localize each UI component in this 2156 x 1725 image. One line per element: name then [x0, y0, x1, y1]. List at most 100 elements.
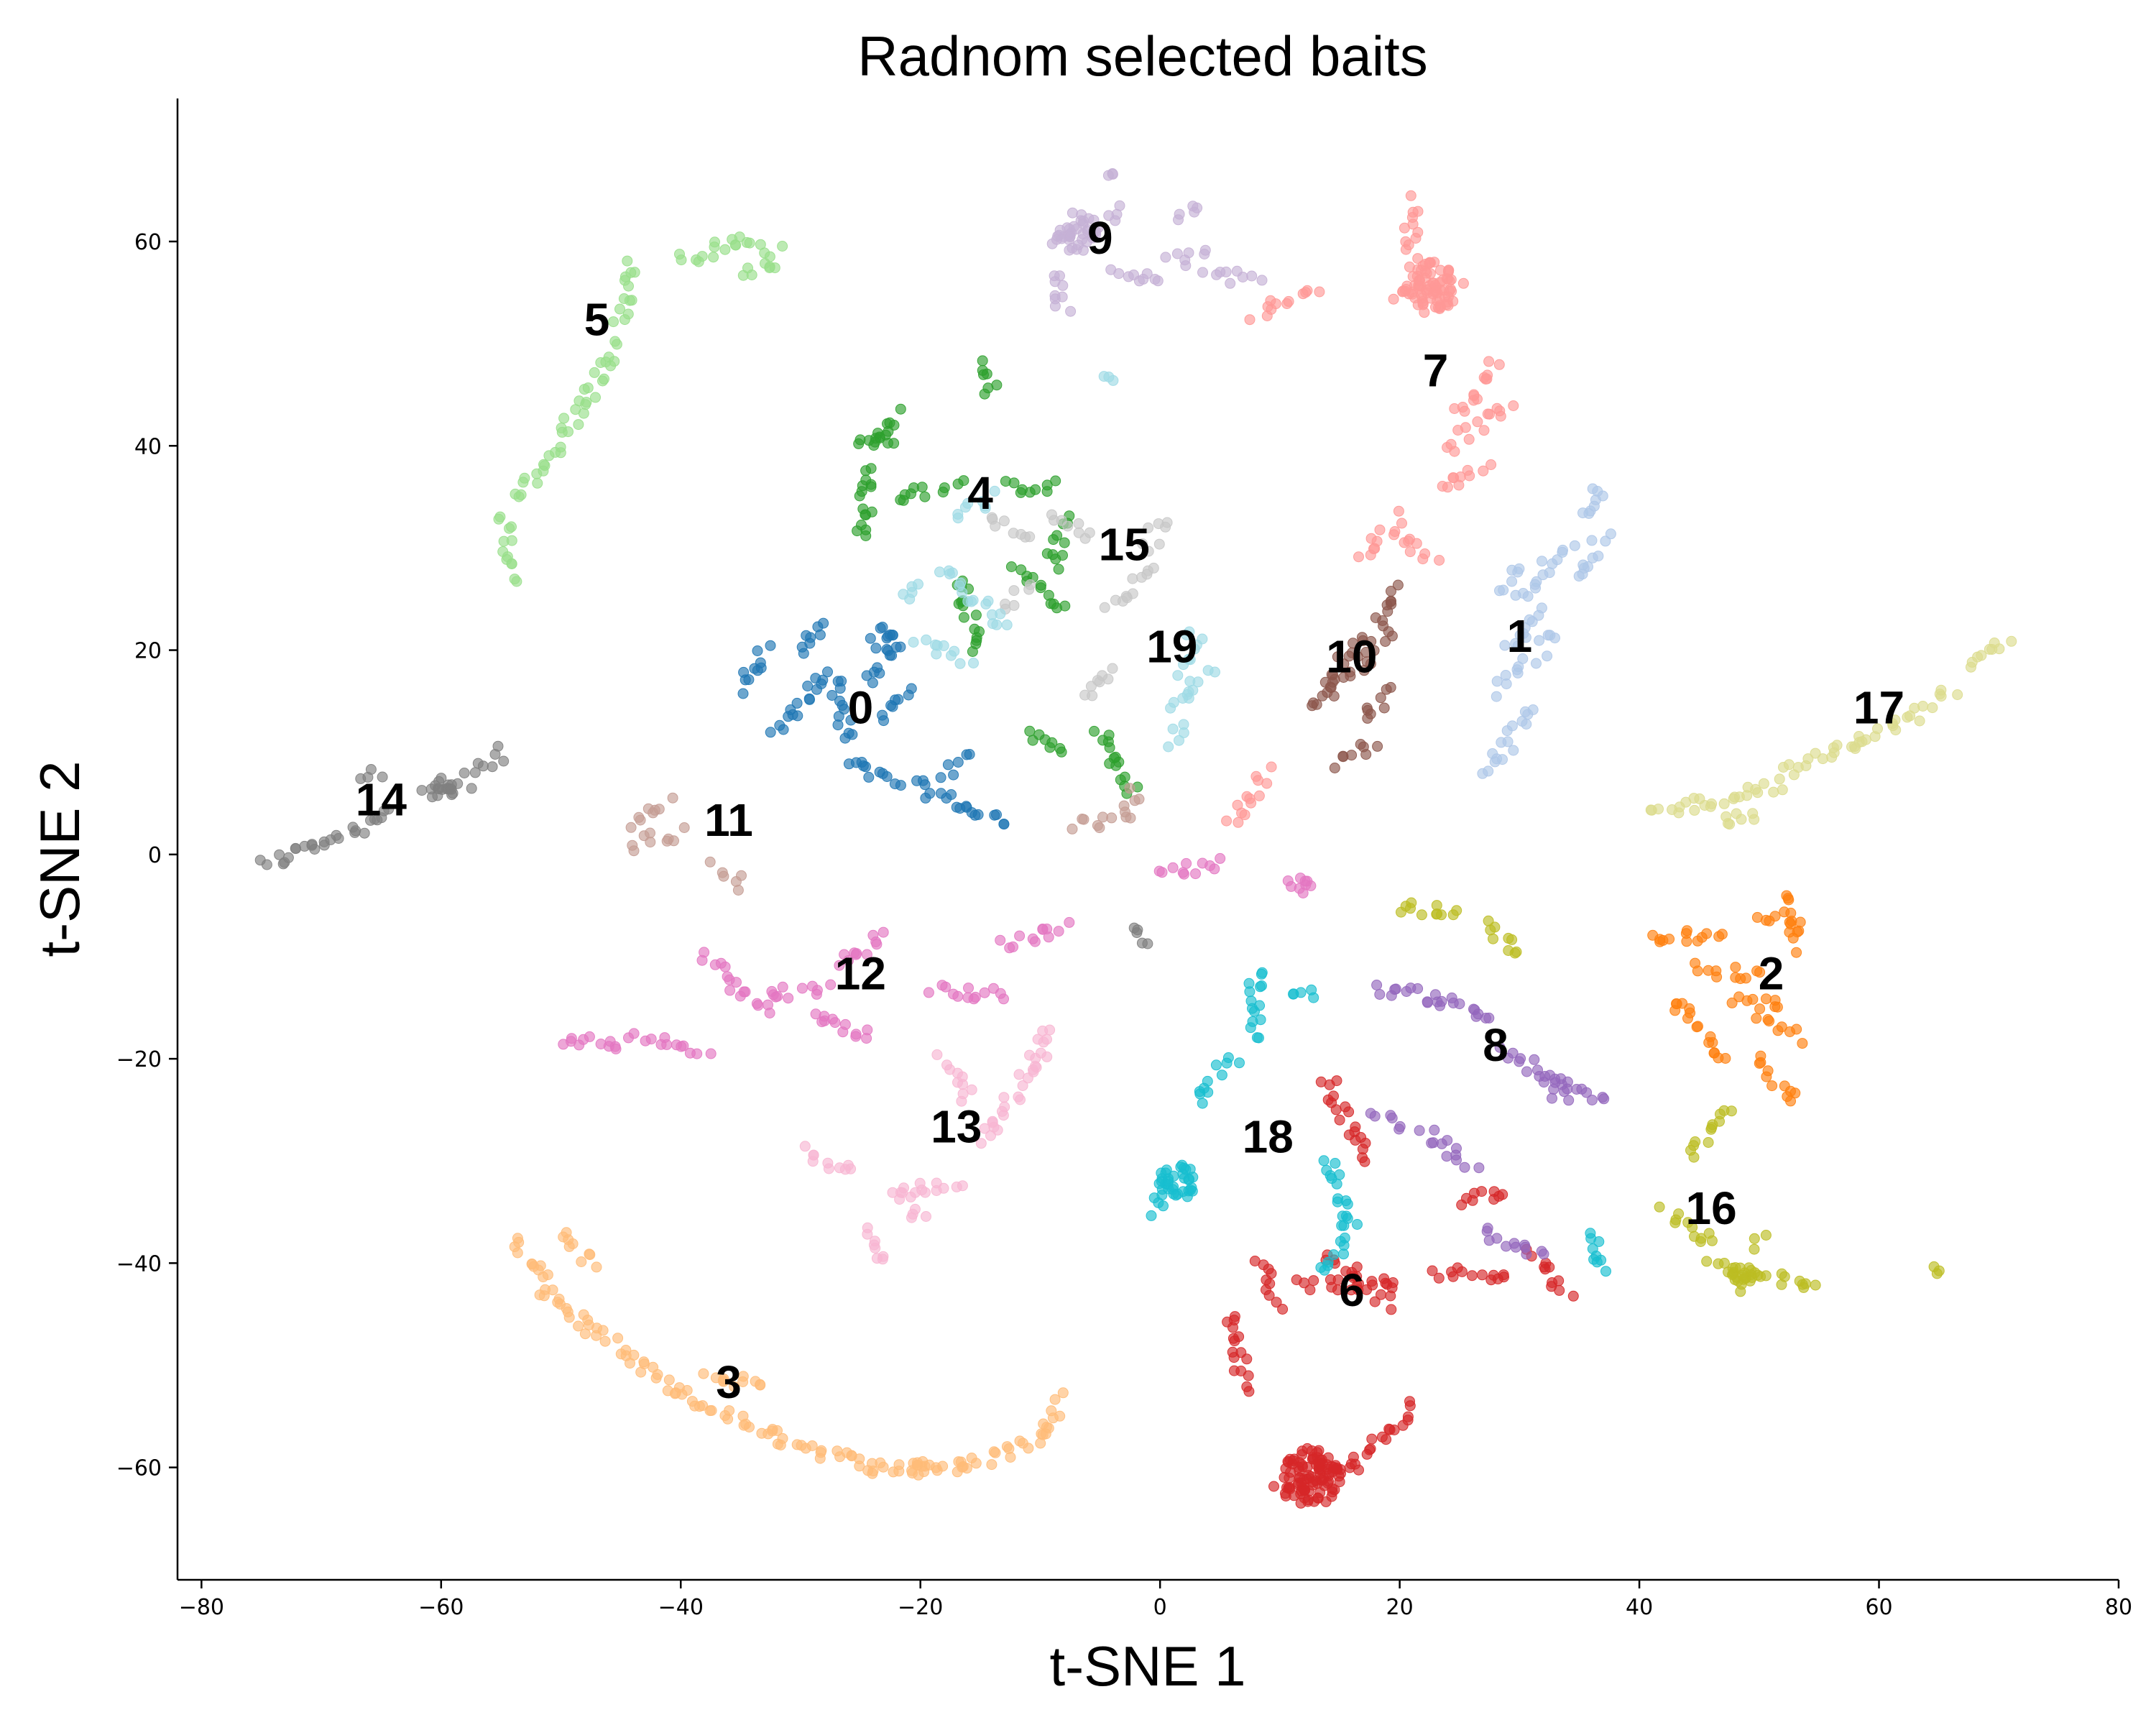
cluster-12-point-75 — [995, 934, 1006, 946]
cluster-6-point-57 — [1235, 1366, 1247, 1376]
cluster-0-point-40 — [837, 699, 848, 711]
cluster-9-point-13 — [1056, 291, 1068, 303]
cluster-1-point-73 — [1512, 566, 1524, 578]
cluster-7-point-66 — [1411, 538, 1422, 549]
cluster-18-point-35 — [1330, 1158, 1341, 1169]
cluster-9-point-10 — [1057, 280, 1069, 291]
cluster-6-point-blob-86 — [1280, 1491, 1291, 1501]
cluster-6-point-93 — [1324, 1079, 1335, 1090]
cluster-7-point-blob-56 — [1443, 265, 1455, 276]
cluster-16-point-26 — [1776, 1279, 1787, 1290]
cluster-0-point-20 — [802, 681, 814, 691]
cluster-4-point-53 — [970, 610, 982, 621]
cluster-7-point-31 — [1478, 425, 1490, 436]
cluster-5-point-75 — [730, 239, 742, 251]
cluster-2-point-24 — [1726, 997, 1738, 1008]
cluster-8-point-44 — [1562, 1083, 1573, 1095]
cluster-18-point-63 — [1295, 987, 1307, 998]
cluster-0-point-9 — [765, 640, 776, 651]
cluster-2-point-40 — [1797, 1038, 1808, 1049]
cluster-6-point-88 — [1402, 1414, 1414, 1426]
cluster-1-point-5 — [1487, 748, 1498, 759]
cluster-19-point-8 — [1192, 676, 1204, 688]
cluster-9-point-37 — [1256, 275, 1268, 286]
cluster-9-point-blob-23 — [1064, 224, 1075, 235]
cluster-3-point-126 — [1046, 1405, 1057, 1417]
cluster-16-point-2 — [1673, 1208, 1685, 1220]
cluster-12-point-92 — [829, 1017, 841, 1029]
cluster-7-point-12 — [1412, 253, 1424, 264]
cluster-3-point-84 — [854, 1460, 865, 1472]
cluster-label-2: 2 — [1759, 947, 1784, 999]
cluster-11-point-11 — [645, 837, 656, 848]
cluster-11-point-17 — [704, 856, 716, 868]
cluster-8-point-47 — [1586, 1095, 1598, 1105]
cluster-label-18: 18 — [1243, 1111, 1294, 1163]
cluster-18-point-65 — [1308, 992, 1319, 1003]
cluster-4-point-blob-5 — [875, 432, 885, 443]
cluster-1-point-16 — [1491, 691, 1502, 702]
cluster-13-point-3 — [834, 1162, 845, 1174]
cluster-18-point-blob-17 — [1156, 1167, 1167, 1179]
cluster-6-point-75 — [1353, 1464, 1364, 1476]
cluster-17-point-7 — [1689, 804, 1700, 816]
cluster-8-point-80 — [1538, 1248, 1549, 1260]
cluster-10-point-47 — [1319, 676, 1331, 688]
cluster-label-6: 6 — [1339, 1264, 1365, 1316]
cluster-0-point-97 — [942, 759, 954, 770]
cluster-17-point-71 — [1723, 818, 1733, 829]
cluster-13-point-5 — [822, 1157, 834, 1169]
cluster-6-point-blob-82 — [1333, 1471, 1345, 1482]
cluster-17-point-67 — [1994, 643, 2005, 655]
cluster-5-point-37 — [590, 392, 601, 403]
cluster-8-point-54 — [1386, 1113, 1398, 1123]
cluster-5-point-71 — [719, 244, 731, 255]
cluster-7-point-18 — [1412, 226, 1424, 238]
cluster-9-point-44 — [1138, 273, 1149, 285]
cluster-6-point-47 — [1227, 1322, 1238, 1333]
cluster-11-point-15 — [661, 835, 673, 847]
cluster-1-point-74 — [1542, 650, 1553, 662]
cluster-10-point-55 — [1378, 702, 1390, 714]
cluster-12-point-103 — [1179, 868, 1189, 880]
cluster-6-point-60 — [1268, 1481, 1279, 1492]
cluster-7-point-70 — [1244, 314, 1256, 326]
cluster-7-point-51 — [1353, 551, 1364, 563]
cluster-5-point-68 — [708, 252, 719, 263]
cluster-19-point-52 — [946, 650, 957, 661]
cluster-15-point-33 — [1161, 517, 1173, 528]
cluster-4-point-blob-6 — [868, 440, 880, 451]
cluster-12-point-94 — [839, 1018, 851, 1030]
cluster-13-point-14 — [868, 1239, 880, 1251]
cluster-2-point-45 — [1762, 1065, 1774, 1077]
cluster-17-point-36 — [1831, 740, 1843, 751]
cluster-8-point-4 — [1390, 983, 1401, 995]
cluster-7-point-30 — [1472, 416, 1483, 428]
cluster-12-point-20 — [678, 1040, 689, 1052]
cluster-19-point-16 — [1189, 643, 1200, 655]
cluster-2-point-21 — [1735, 973, 1746, 985]
cluster-12-point-32 — [724, 985, 736, 996]
cluster-7-point-0 — [1388, 293, 1399, 305]
cluster-7-point-48 — [1481, 373, 1493, 385]
cluster-3-point-69 — [775, 1440, 786, 1450]
cluster-12-point-72 — [979, 987, 990, 998]
cluster-18-point-69 — [1593, 1236, 1605, 1247]
cluster-3-point-20 — [563, 1312, 575, 1323]
cluster-17-point-49 — [1889, 714, 1901, 726]
cluster-14-point-1 — [254, 855, 266, 866]
cluster-8-point-1 — [1374, 989, 1386, 1000]
cluster-7-point-93 — [1233, 816, 1244, 828]
cluster-5-point-42 — [589, 367, 600, 378]
cluster-3-point-33 — [620, 1345, 632, 1356]
cluster-4-point-108 — [1110, 760, 1122, 771]
cluster-12-point-46 — [796, 983, 808, 994]
cluster-14-point-27 — [416, 785, 428, 796]
cluster-12-point-101 — [1167, 862, 1179, 873]
cluster-2-point-4 — [1664, 934, 1675, 944]
cluster-3-point-38 — [635, 1366, 647, 1378]
cluster-17-point-31 — [1810, 748, 1821, 759]
cluster-1-point-25 — [1499, 640, 1511, 651]
cluster-1-point-70 — [1506, 576, 1518, 587]
cluster-5-point-64 — [674, 249, 685, 260]
